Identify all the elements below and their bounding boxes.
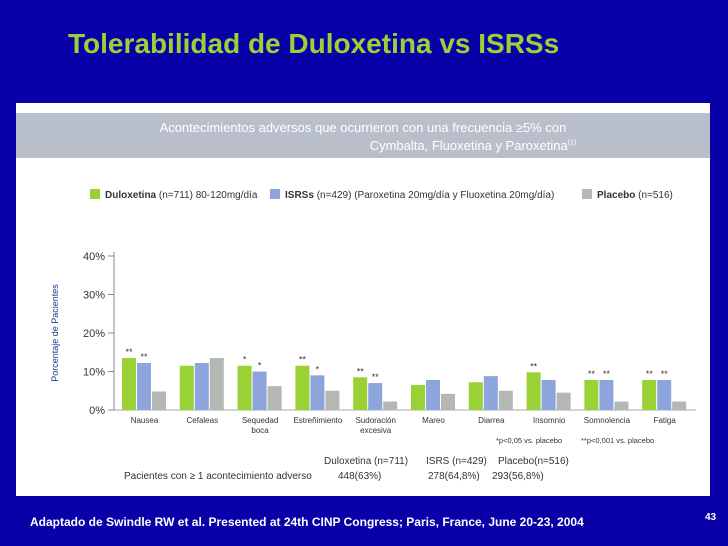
bar-isrss <box>310 375 325 410</box>
significance-marker: ** <box>646 369 654 379</box>
bar-placebo <box>556 392 571 410</box>
bar-isrss <box>483 376 498 410</box>
banner-line1: Acontecimientos adversos que ocurrieron … <box>159 120 567 135</box>
bar-isrss <box>137 363 151 410</box>
significance-marker: ** <box>357 366 365 376</box>
bar-duloxetina <box>122 358 136 410</box>
significance-marker: ** <box>588 369 596 379</box>
significance-marker: * <box>316 364 320 374</box>
legend-swatch-placebo <box>582 189 592 199</box>
bar-isrss <box>252 371 267 410</box>
y-tick-label: 40% <box>83 251 105 263</box>
banner-line2: Cymbalta, Fluoxetina y Paroxetina(1) <box>126 138 728 153</box>
bar-placebo <box>209 358 224 410</box>
bar-placebo <box>441 393 455 410</box>
bar-duloxetina <box>295 365 310 410</box>
legend-item-placebo: Placebo (n=516) <box>582 189 673 201</box>
bar-duloxetina <box>411 384 425 410</box>
y-axis-label: Porcentaje de Pacientes <box>50 284 60 382</box>
summary-value-placebo: 293(56,8%) <box>492 471 544 482</box>
category-label: Insomnio <box>533 416 566 425</box>
significance-marker: ** <box>299 355 307 365</box>
significance-marker: ** <box>125 347 133 357</box>
bar-duloxetina <box>584 379 599 410</box>
bar-duloxetina <box>353 377 368 410</box>
slide-title: Tolerabilidad de Duloxetina vs ISRSs <box>68 28 560 59</box>
category-label: Mareo <box>422 416 445 425</box>
summary-header-duloxetina: Duloxetina (n=711) <box>324 456 409 467</box>
chart-banner: Acontecimientos adversos que ocurrieron … <box>16 113 710 158</box>
bar-duloxetina <box>468 382 483 410</box>
bar-placebo <box>267 386 282 410</box>
category-label: boca <box>251 426 269 435</box>
banner-footnote-mark: (1) <box>567 139 577 147</box>
legend-item-duloxetina: Duloxetina (n=711) 80-120mg/día <box>90 189 257 201</box>
y-tick-label: 10% <box>83 367 105 379</box>
category-label: Fatiga <box>654 416 677 425</box>
banner-line2-text: Cymbalta, Fluoxetina y Paroxetina <box>369 138 568 153</box>
bar-placebo <box>614 401 629 410</box>
legend-name-isrss: ISRSs <box>285 190 314 201</box>
legend-swatch-isrss <box>270 189 280 199</box>
legend-detail-duloxetina: (n=711) 80-120mg/día <box>158 190 258 201</box>
bar-isrss <box>194 363 209 410</box>
legend-name-placebo: Placebo <box>597 190 636 201</box>
bar-placebo <box>498 390 513 410</box>
category-label: Cefaleas <box>187 416 219 425</box>
bar-placebo <box>152 391 166 410</box>
significance-marker: ** <box>372 372 380 382</box>
y-tick-label: 20% <box>83 328 105 340</box>
bar-isrss <box>657 379 672 410</box>
summary-row-label: Pacientes con ≥ 1 acontecimiento adverso <box>124 471 312 482</box>
footnote-p001: **p<0,001 vs. placebo <box>581 436 654 445</box>
bar-placebo <box>672 401 687 410</box>
legend-item-isrss: ISRSs (n=429) (Paroxetina 20mg/día y Flu… <box>270 189 554 201</box>
bar-duloxetina <box>526 372 541 410</box>
slide-number: 43 <box>705 512 717 523</box>
y-tick-label: 30% <box>83 290 105 302</box>
significance-marker: * <box>258 361 262 371</box>
footnote-p05: *p<0,05 vs. placebo <box>496 436 562 445</box>
bar-isrss <box>426 379 440 410</box>
legend-name-duloxetina: Duloxetina <box>105 190 157 201</box>
bar-placebo <box>383 401 398 410</box>
summary-header-placebo: Placebo(n=516) <box>498 456 569 467</box>
footer-reference: Adaptado de Swindle RW et al. Presented … <box>30 515 584 529</box>
significance-marker: ** <box>661 369 669 379</box>
category-label: Somnolencia <box>584 416 631 425</box>
legend-detail-isrss: (n=429) (Paroxetina 20mg/día y Fluoxetin… <box>316 190 555 201</box>
bar-placebo <box>325 390 340 410</box>
category-label: Diarrea <box>478 416 505 425</box>
bar-isrss <box>368 383 383 410</box>
summary-value-isrs: 278(64,8%) <box>428 471 480 482</box>
significance-marker: ** <box>603 369 611 379</box>
category-label: Sequedad <box>242 416 278 425</box>
category-label: Estreñimiento <box>293 416 342 425</box>
bar-isrss <box>599 379 614 410</box>
bar-chart: 0%10%20%30%40%Porcentaje de Pacientes ***… <box>50 251 696 445</box>
y-tick-label: 0% <box>89 405 105 417</box>
legend-detail-placebo: (n=516) <box>638 190 673 201</box>
category-label: Sudoración <box>355 416 395 425</box>
category-label: excesiva <box>360 426 392 435</box>
bar-duloxetina <box>237 365 252 410</box>
bar-isrss <box>541 379 556 410</box>
bar-duloxetina <box>642 379 657 410</box>
summary-value-duloxetina: 448(63%) <box>338 471 382 482</box>
category-label: Nausea <box>131 416 159 425</box>
significance-marker: ** <box>530 361 538 371</box>
chart-panel: Acontecimientos adversos que ocurrieron … <box>16 103 710 496</box>
legend-swatch-duloxetina <box>90 189 100 199</box>
summary-header-isrs: ISRS (n=429) <box>426 456 487 467</box>
significance-marker: ** <box>140 352 148 362</box>
bar-duloxetina <box>179 365 194 410</box>
chart-legend: Duloxetina (n=711) 80-120mg/día ISRSs (n… <box>90 189 700 203</box>
significance-marker: * <box>243 355 247 365</box>
